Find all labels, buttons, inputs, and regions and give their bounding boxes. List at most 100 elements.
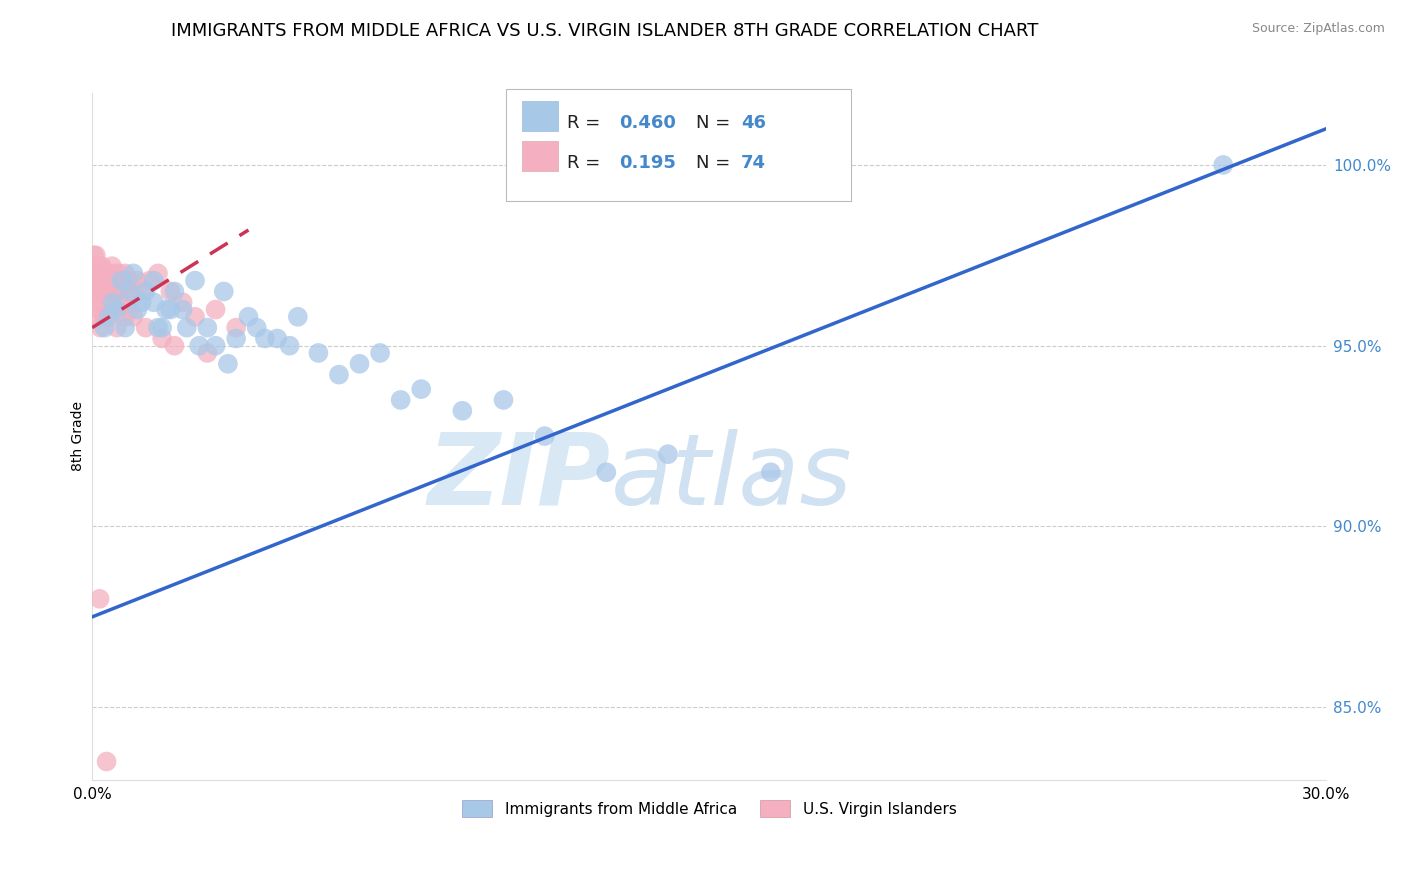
Point [159,285,181,299]
Point [90,266,112,280]
Point [83,259,105,273]
Point [89,320,111,334]
Point [87,266,110,280]
Point [89,259,111,273]
Point [163,339,186,353]
Point [97,285,120,299]
Point [84,266,107,280]
Point [411,382,433,396]
Point [93,285,115,299]
Point [89,285,111,299]
Point [150,331,173,345]
Point [96,274,118,288]
Text: R =: R = [567,114,606,132]
Point [84,248,107,262]
Point [172,302,194,317]
Point [100,285,122,299]
Point [266,331,288,345]
Point [135,320,157,334]
Point [83,274,105,288]
Point [83,248,105,262]
Point [87,302,110,317]
Text: 46: 46 [741,114,766,132]
Point [87,285,110,299]
Point [159,302,181,317]
Point [225,320,247,334]
Point [86,274,108,288]
Point [93,274,115,288]
Point [135,285,157,299]
Point [492,392,515,407]
Point [112,274,135,288]
Point [389,392,412,407]
Point [204,302,226,317]
Point [90,259,112,273]
Point [142,274,165,288]
Point [97,266,120,280]
Point [101,259,124,273]
Point [212,285,235,299]
Point [101,274,124,288]
Point [89,274,111,288]
Point [278,339,301,353]
Point [657,447,679,461]
Point [307,346,329,360]
Point [188,339,211,353]
Point [105,274,128,288]
Point [122,310,145,324]
Legend: Immigrants from Middle Africa, U.S. Virgin Islanders: Immigrants from Middle Africa, U.S. Virg… [456,794,963,823]
Point [90,285,112,299]
Point [84,310,107,324]
Point [104,266,127,280]
Point [253,331,276,345]
Point [184,274,207,288]
Point [110,274,132,288]
Point [127,274,149,288]
Text: 0.195: 0.195 [619,154,675,172]
Point [131,295,153,310]
Point [150,320,173,334]
Point [127,302,149,317]
Point [122,285,145,299]
Point [82,259,104,273]
Point [108,266,131,280]
Point [349,357,371,371]
Point [172,295,194,310]
Text: ZIP: ZIP [427,429,610,525]
Point [94,266,117,280]
Point [96,755,118,769]
Point [155,302,177,317]
Point [368,346,391,360]
Point [195,320,218,334]
Point [101,295,124,310]
Point [118,285,141,299]
Point [91,295,114,310]
Point [105,320,128,334]
Point [110,285,132,299]
Point [97,310,120,324]
Point [176,320,198,334]
Point [184,310,207,324]
Point [146,266,169,280]
Point [84,266,107,280]
Point [89,274,111,288]
Text: N =: N = [696,114,735,132]
Point [195,346,218,360]
Point [217,357,239,371]
Point [451,404,474,418]
Point [89,591,111,606]
Point [139,274,162,288]
Point [105,285,128,299]
Y-axis label: 8th Grade: 8th Grade [72,401,86,471]
Point [328,368,350,382]
Point [595,465,617,479]
Point [115,285,138,299]
Point [759,465,782,479]
Point [93,320,115,334]
Point [91,274,114,288]
Point [114,266,136,280]
Point [101,302,124,317]
Point [86,266,108,280]
Text: 0.460: 0.460 [619,114,675,132]
Point [105,302,128,317]
